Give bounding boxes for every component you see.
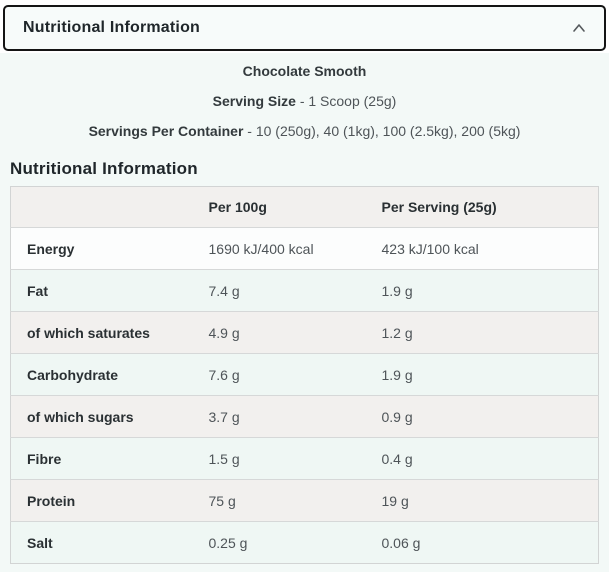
table-header-row: Per 100g Per Serving (25g) xyxy=(10,186,599,228)
table-row: Energy 1690 kJ/400 kcal 423 kJ/100 kcal xyxy=(10,227,599,270)
value-per-100g: 7.4 g xyxy=(192,269,366,312)
value-per-serving: 0.06 g xyxy=(365,521,599,564)
row-label: of which saturates xyxy=(10,311,193,354)
value-per-100g: 75 g xyxy=(192,479,366,522)
nutrition-table-body: Energy 1690 kJ/400 kcal 423 kJ/100 kcal Fat… xyxy=(10,227,599,564)
value-per-serving: 1.9 g xyxy=(365,353,599,396)
value-per-100g: 7.6 g xyxy=(192,353,366,396)
value-per-100g: 3.7 g xyxy=(192,395,366,438)
value-per-100g: 4.9 g xyxy=(192,311,366,354)
serving-size-value: - 1 Scoop (25g) xyxy=(299,93,397,109)
product-flavour: Chocolate Smooth xyxy=(242,63,367,79)
table-row: Protein 75 g 19 g xyxy=(10,479,599,522)
column-header-blank xyxy=(11,187,193,228)
table-row: of which sugars 3.7 g 0.9 g xyxy=(10,395,599,438)
table-row: Salt 0.25 g 0.06 g xyxy=(10,521,599,564)
column-header-per-serving: Per Serving (25g) xyxy=(381,199,497,215)
value-per-serving: 1.9 g xyxy=(365,269,599,312)
column-header-per-100g: Per 100g xyxy=(208,199,267,215)
table-row: Fibre 1.5 g 0.4 g xyxy=(10,437,599,480)
value-per-serving: 0.9 g xyxy=(365,395,599,438)
value-per-100g: 1690 kJ/400 kcal xyxy=(192,227,366,270)
value-per-serving: 0.4 g xyxy=(365,437,599,480)
table-row: Carbohydrate 7.6 g 1.9 g xyxy=(10,353,599,396)
table-row: of which saturates 4.9 g 1.2 g xyxy=(10,311,599,354)
servings-per-container-line: Servings Per Container - 10 (250g), 40 (… xyxy=(0,124,609,139)
table-row: Fat 7.4 g 1.9 g xyxy=(10,269,599,312)
row-label: of which sugars xyxy=(10,395,193,438)
serving-size-label: Serving Size xyxy=(212,93,296,109)
row-label: Protein xyxy=(10,479,193,522)
chevron-up-icon xyxy=(573,24,585,32)
servings-per-container-label: Servings Per Container xyxy=(88,123,244,139)
value-per-serving: 19 g xyxy=(365,479,599,522)
nutrition-table-heading: Nutritional Information xyxy=(10,159,198,178)
value-per-100g: 0.25 g xyxy=(192,521,366,564)
nutrition-table: Per 100g Per Serving (25g) Energy 1690 kJ… xyxy=(10,186,599,564)
accordion-title: Nutritional Information xyxy=(23,19,201,36)
row-label: Fat xyxy=(10,269,193,312)
value-per-serving: 423 kJ/100 kcal xyxy=(365,227,599,270)
row-label: Fibre xyxy=(10,437,193,480)
servings-per-container-value: - 10 (250g), 40 (1kg), 100 (2.5kg), 200 … xyxy=(247,123,521,139)
value-per-serving: 1.2 g xyxy=(365,311,599,354)
serving-size-line: Serving Size - 1 Scoop (25g) xyxy=(0,94,609,109)
row-label: Salt xyxy=(10,521,193,564)
row-label: Carbohydrate xyxy=(10,353,193,396)
nutritional-information-accordion-header[interactable]: Nutritional Information xyxy=(3,5,606,51)
value-per-100g: 1.5 g xyxy=(192,437,366,480)
row-label: Energy xyxy=(10,227,193,270)
nutritional-information-panel: Chocolate Smooth Serving Size - 1 Scoop … xyxy=(0,53,609,572)
